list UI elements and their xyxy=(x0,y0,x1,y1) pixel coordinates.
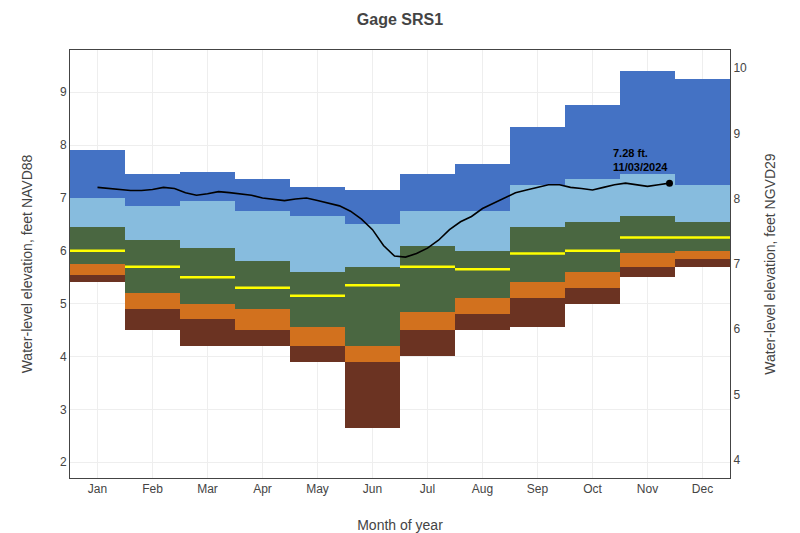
svg-text:Jan: Jan xyxy=(88,482,107,496)
svg-text:7: 7 xyxy=(60,191,67,205)
svg-text:8: 8 xyxy=(60,138,67,152)
svg-text:Jun: Jun xyxy=(363,482,382,496)
svg-text:4: 4 xyxy=(733,453,740,467)
svg-text:Aug: Aug xyxy=(472,482,493,496)
svg-text:3: 3 xyxy=(60,403,67,417)
svg-text:9: 9 xyxy=(60,85,67,99)
svg-text:10: 10 xyxy=(733,61,747,75)
svg-text:Oct: Oct xyxy=(583,482,602,496)
svg-text:6: 6 xyxy=(60,244,67,258)
svg-text:7: 7 xyxy=(733,257,740,271)
svg-text:7.28 ft.11/03/2024: 7.28 ft.11/03/2024 xyxy=(613,147,668,173)
svg-text:5: 5 xyxy=(60,297,67,311)
svg-text:Dec: Dec xyxy=(692,482,713,496)
svg-text:8: 8 xyxy=(733,192,740,206)
svg-text:6: 6 xyxy=(733,322,740,336)
svg-text:May: May xyxy=(306,482,329,496)
svg-text:5: 5 xyxy=(733,388,740,402)
svg-text:Apr: Apr xyxy=(253,482,272,496)
svg-text:Water-level elevation, feet NA: Water-level elevation, feet NAVD88 xyxy=(19,154,35,373)
svg-text:2: 2 xyxy=(60,455,67,469)
svg-text:Sep: Sep xyxy=(527,482,549,496)
svg-text:Mar: Mar xyxy=(197,482,218,496)
svg-text:Jul: Jul xyxy=(420,482,435,496)
svg-text:Month of year: Month of year xyxy=(357,517,443,533)
svg-text:Nov: Nov xyxy=(637,482,658,496)
svg-text:Feb: Feb xyxy=(142,482,163,496)
svg-text:Water-level elevation, feet NG: Water-level elevation, feet NGVD29 xyxy=(762,153,778,374)
svg-text:Gage SRS1: Gage SRS1 xyxy=(357,11,443,28)
svg-text:4: 4 xyxy=(60,350,67,364)
svg-text:9: 9 xyxy=(733,127,740,141)
